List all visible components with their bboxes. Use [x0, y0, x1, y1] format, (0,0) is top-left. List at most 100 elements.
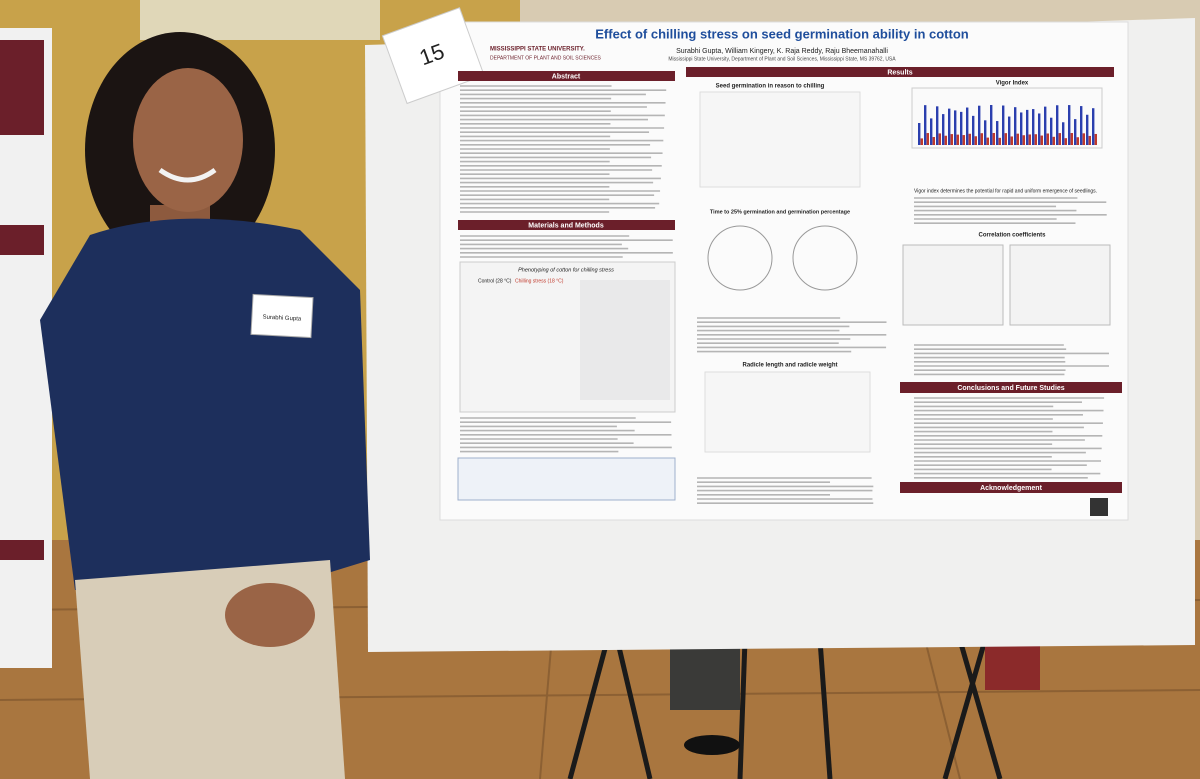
department: DEPARTMENT OF PLANT AND SOIL SCIENCES	[490, 55, 602, 61]
vigor-bar	[1008, 116, 1011, 145]
figure-title: Correlation coefficients	[978, 233, 1046, 239]
vigor-bar	[978, 105, 981, 145]
vigor-bar	[948, 108, 951, 145]
vigor-bar	[972, 115, 975, 145]
vigor-bar	[956, 134, 959, 145]
hands	[225, 583, 315, 647]
vigor-bar	[1068, 105, 1071, 145]
vigor-bar	[1032, 109, 1035, 145]
vigor-bar	[1002, 105, 1005, 145]
body-text	[460, 85, 1109, 505]
presenter: Surabhi Gupta	[40, 32, 370, 779]
face	[133, 68, 243, 212]
vigor-bar	[1040, 135, 1043, 145]
vigor-bar	[944, 135, 947, 145]
vigor-bar	[924, 105, 927, 145]
trousers	[75, 560, 345, 779]
name-tag: Surabhi Gupta	[262, 315, 302, 323]
skirt	[985, 645, 1040, 690]
vigor-bar	[996, 121, 999, 145]
section-title: Abstract	[552, 73, 581, 80]
section-bar	[900, 382, 1122, 393]
vigor-bar	[1016, 133, 1019, 145]
vigor-bar	[954, 110, 957, 145]
poster-title: Effect of chilling stress on seed germin…	[595, 26, 968, 41]
shoe	[684, 735, 740, 755]
vigor-bar	[968, 133, 971, 145]
phenotyping-title: Phenotyping of cotton for chilling stres…	[518, 267, 614, 273]
vigor-bar	[1076, 137, 1079, 145]
vigor-bar	[1086, 114, 1089, 145]
vigor-bar	[1020, 112, 1023, 145]
section-bar	[686, 67, 1114, 77]
vigor-bar	[932, 137, 935, 145]
vigor-bar	[1044, 106, 1047, 145]
vigor-bar	[1034, 134, 1037, 145]
vigor-bar	[1082, 133, 1085, 145]
vigor-bar	[938, 133, 941, 145]
chilling-label: Chilling stress (18 °C)	[515, 278, 564, 284]
vigor-bar	[920, 138, 923, 145]
vigor-bar	[984, 120, 987, 145]
vigor-bar	[1088, 135, 1091, 145]
section-title: Materials and Methods	[528, 222, 604, 229]
left-board-header	[0, 40, 44, 135]
section-bar	[458, 71, 675, 81]
vigor-bar	[1062, 122, 1065, 145]
vigor-bar	[1004, 133, 1007, 145]
vigor-bar	[936, 106, 939, 145]
section-bar	[900, 482, 1122, 493]
vigor-bar	[962, 135, 965, 145]
vigor-bar	[986, 137, 989, 145]
university: MISSISSIPPI STATE UNIVERSITY.	[490, 47, 585, 53]
vigor-bar	[1028, 134, 1031, 145]
vigor-bar	[1010, 136, 1013, 145]
vigor-bar	[1046, 133, 1049, 145]
section-bar	[458, 220, 675, 230]
vigor-bar	[918, 123, 921, 145]
correlation-matrix	[902, 244, 1004, 326]
vigor-bar	[1080, 106, 1083, 145]
vigor-bar	[1070, 133, 1073, 145]
vigor-bar	[1064, 138, 1067, 145]
vigor-bar	[990, 105, 993, 145]
radar-chart	[792, 225, 858, 291]
control-label: Control (28 °C)	[478, 278, 512, 284]
vigor-bar	[966, 107, 969, 145]
section-title: Conclusions and Future Studies	[957, 385, 1064, 392]
vigor-bar	[1052, 136, 1055, 145]
radicle-chart	[704, 371, 871, 453]
box-plots	[699, 91, 861, 188]
vigor-bar	[1022, 135, 1025, 145]
vigor-bar	[1092, 108, 1095, 145]
shirt	[40, 218, 370, 601]
vigor-bar	[992, 133, 995, 145]
vigor-bar	[1014, 107, 1017, 145]
figure-title: Time to 25% germination and germination …	[710, 209, 850, 215]
vigor-bar	[930, 118, 933, 145]
vigor-bar	[1094, 133, 1097, 145]
anova-table	[457, 457, 676, 501]
left-board-bar	[0, 225, 44, 255]
results-note: Vigor index determines the potential for…	[914, 188, 1097, 194]
qr-code	[1090, 498, 1108, 516]
vigor-bar	[942, 114, 945, 145]
name-tag-card	[250, 293, 314, 339]
section-title: Acknowledgement	[980, 485, 1043, 492]
seedling-photo	[580, 280, 670, 400]
smile	[158, 167, 217, 183]
vigor-bar	[1050, 117, 1053, 145]
vigor-bar	[974, 136, 977, 145]
figure-title: Radicle length and radicle weight	[742, 363, 837, 369]
affiliation: Mississippi State University, Department…	[668, 56, 896, 62]
name-tag-group: Surabhi Gupta	[250, 293, 314, 339]
easel	[567, 629, 1003, 779]
vigor-bar	[950, 134, 953, 145]
correlation-matrix	[1009, 244, 1111, 326]
vigor-bar	[1038, 113, 1041, 145]
vigor-bars	[918, 105, 1097, 145]
figure-title: Seed germination in reason to chilling	[716, 84, 825, 90]
section-title: Results	[887, 69, 912, 76]
vigor-bar	[998, 137, 1001, 145]
